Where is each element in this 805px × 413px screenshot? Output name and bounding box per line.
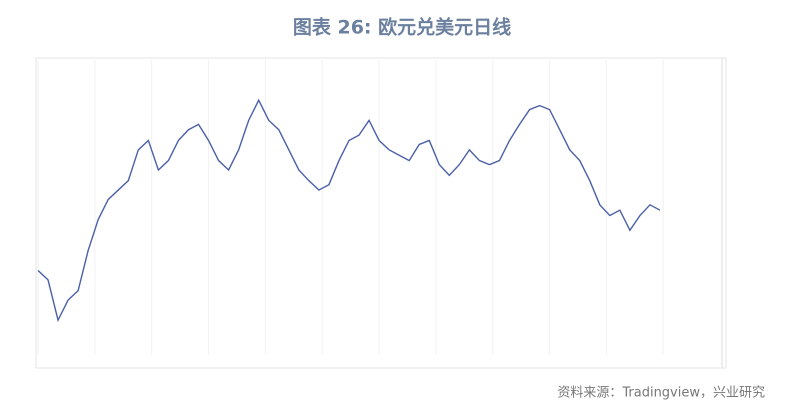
- price-line: [37, 98, 661, 323]
- source-note: 资料来源：Tradingview，兴业研究: [557, 386, 765, 401]
- plot-frame: [35, 57, 727, 369]
- chart-title: 图表 26: 欧元兑美元日线: [293, 16, 511, 39]
